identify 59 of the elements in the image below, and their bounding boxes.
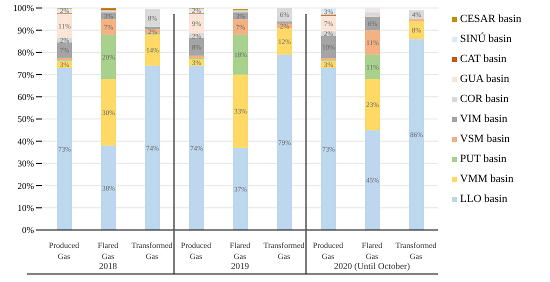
- y-tick-label: 40%: [18, 136, 34, 146]
- bar: [321, 58, 336, 60]
- text: 2019: [231, 261, 250, 271]
- x-tick-label: Produced Gas: [180, 241, 212, 261]
- y-tick-label: 50%: [18, 114, 34, 124]
- x-tick-label: Transformed Gas: [131, 241, 173, 261]
- legend-label: VIM basin: [460, 112, 508, 127]
- legend-label: PUT basin: [460, 152, 507, 167]
- bar: [145, 34, 160, 66]
- text: 2020 (Until October): [334, 261, 410, 271]
- y-tick-label: 60%: [18, 92, 34, 102]
- bar: [233, 148, 248, 230]
- legend-label: VMM basin: [460, 172, 514, 187]
- x-tick-label: Flared Gas: [98, 241, 118, 261]
- bar: [277, 28, 292, 55]
- bar: [365, 12, 380, 17]
- y-tick-label: 10%: [18, 202, 34, 213]
- bar: [189, 66, 204, 230]
- bar: [101, 146, 116, 230]
- y-tick-label: 70%: [18, 70, 34, 80]
- y-tick-label: 30%: [18, 158, 34, 169]
- y-tick-label: 90%: [18, 25, 34, 36]
- bar: [145, 26, 160, 30]
- y-tick-label: 100%: [13, 3, 34, 14]
- x-tick-label: Flared Gas: [362, 241, 382, 261]
- bar: [409, 39, 424, 230]
- legend-label: SINÚ basin: [460, 32, 512, 47]
- x-tick-label: Flared Gas: [230, 241, 250, 261]
- legend-label: COR basin: [460, 92, 509, 107]
- x-tick-label: Produced Gas: [312, 241, 344, 261]
- bar: [365, 30, 380, 55]
- bar: [277, 21, 292, 24]
- bar: [365, 79, 380, 130]
- bar: [101, 34, 116, 80]
- legend-label: GUA basin: [460, 72, 510, 87]
- legend-label: LLO basin: [460, 192, 508, 207]
- x-tick-label: Transformed Gas: [263, 241, 305, 261]
- bar: [101, 79, 116, 146]
- bar: [233, 34, 248, 75]
- bar: [321, 68, 336, 230]
- y-tick-label: 20%: [18, 180, 34, 191]
- bar: [145, 9, 160, 27]
- legend-label: CAT basin: [460, 52, 507, 67]
- bar: [57, 14, 72, 38]
- legend-label: CESAR basin: [460, 12, 522, 27]
- x-tick-label: Transformed Gas: [395, 241, 437, 261]
- bar: [57, 58, 72, 60]
- bar: [365, 130, 380, 230]
- bar: [233, 74, 248, 148]
- bar: [277, 54, 292, 230]
- text: 2018: [99, 261, 118, 271]
- bar: [365, 54, 380, 80]
- bar: [189, 14, 204, 34]
- bar: [57, 68, 72, 230]
- bar: [145, 66, 160, 230]
- y-tick-label: 0%: [22, 225, 34, 236]
- legend-label: VSM basin: [460, 132, 510, 147]
- x-tick-label: Produced Gas: [48, 241, 80, 261]
- y-tick-label: 80%: [18, 48, 34, 58]
